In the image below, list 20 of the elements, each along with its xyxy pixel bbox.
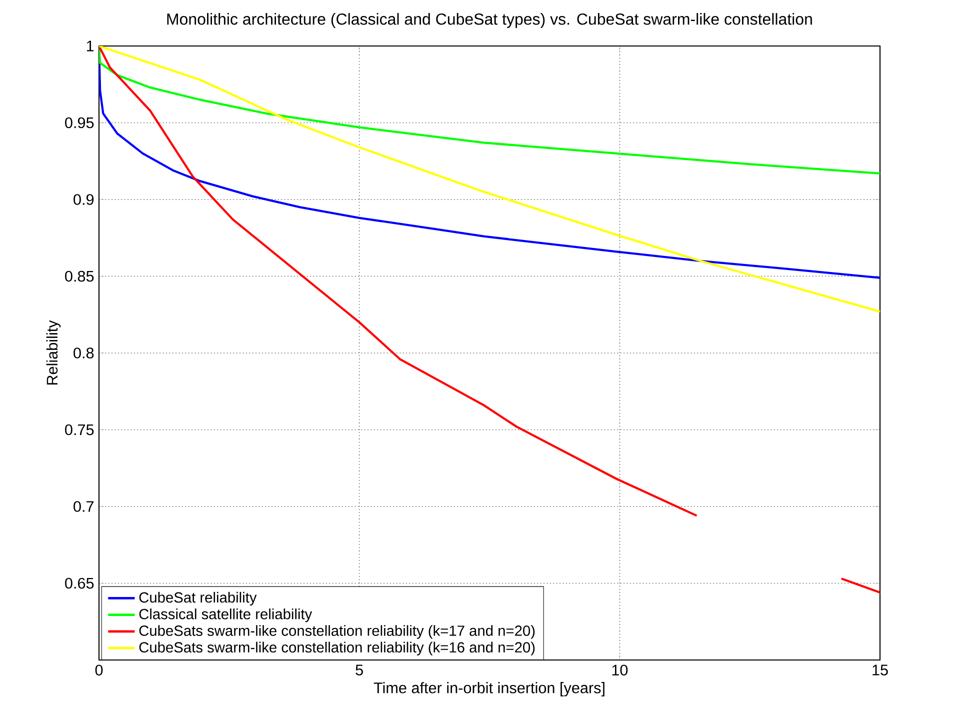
y-tick-label: 0.95 <box>65 117 94 128</box>
legend-label: Classical satellite reliability <box>139 608 312 622</box>
x-tick-label: 10 <box>612 664 628 676</box>
y-tick-label: 0.7 <box>74 501 94 512</box>
legend-label: CubeSats swarm-like constellation reliability (k=16 and n=20) <box>139 642 535 656</box>
x-tick-label: 0 <box>95 664 103 676</box>
y-tick-label: 0.85 <box>65 270 94 282</box>
y-tick-label: 0.8 <box>74 348 94 358</box>
x-tick-label: 5 <box>356 664 363 676</box>
y-tick-label: 0.65 <box>65 578 94 589</box>
chart-title: Monolithic architecture (Classical and CubeSat types) vs. CubeSat swarm-like constellation <box>167 13 812 28</box>
y-tick-label: 0.75 <box>65 424 94 436</box>
y-tick-label: 0.9 <box>74 194 94 205</box>
x-tick-label: 15 <box>872 664 888 676</box>
legend-label: CubeSat reliability <box>139 592 257 606</box>
line-series <box>99 46 880 174</box>
x-axis-title: Time after in-orbit insertion [years] <box>374 682 604 696</box>
y-tick-label: 1 <box>86 40 94 52</box>
y-axis-title: Reliability <box>46 320 61 385</box>
legend-label: CubeSats swarm-like constellation reliability (k=17 and n=20) <box>139 625 535 639</box>
